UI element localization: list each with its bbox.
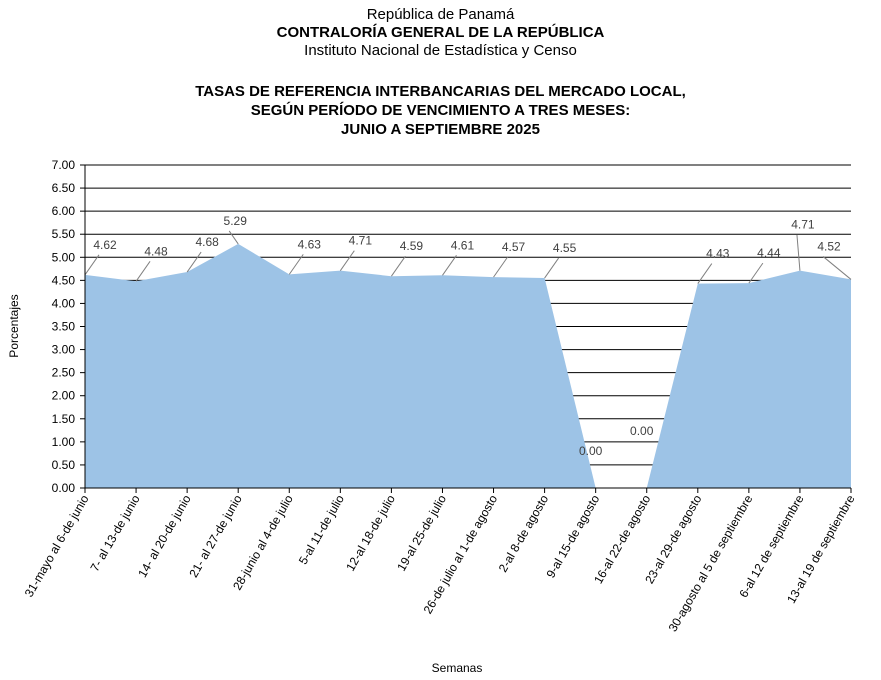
y-tick-label: 0.50 bbox=[52, 458, 76, 472]
x-tick-label: 31-mayo al 6-de junio bbox=[22, 492, 92, 599]
data-label: 4.52 bbox=[817, 239, 841, 253]
header-institute: Instituto Nacional de Estadística y Cens… bbox=[304, 42, 577, 59]
series-area bbox=[85, 243, 851, 488]
data-label: 4.71 bbox=[791, 218, 815, 232]
data-label: 4.44 bbox=[757, 246, 781, 260]
x-tick-label: 7- al 13-de junio bbox=[88, 492, 143, 574]
data-labels: 4.62 4.48 4.68 5.29 4.63 4.71 4.59 4.61 4.57 4.55… bbox=[93, 214, 841, 458]
data-label-leader bbox=[288, 254, 304, 275]
data-label-leaders bbox=[84, 230, 852, 284]
header-country: República de Panamá bbox=[366, 6, 515, 23]
y-tick-label: 3.50 bbox=[52, 320, 76, 334]
data-label-leader bbox=[339, 250, 355, 271]
chart-title-line-3: JUNIO A SEPTIEMBRE 2025 bbox=[341, 121, 540, 138]
data-label-leader bbox=[544, 257, 560, 279]
data-label: 4.57 bbox=[502, 240, 526, 254]
x-tick-label: 23-al 29-de agosto bbox=[642, 492, 704, 586]
y-tick-label: 2.50 bbox=[52, 366, 76, 380]
data-label-leader bbox=[822, 256, 852, 280]
report-header: República de Panamá CONTRALORÍA GENERAL … bbox=[0, 0, 881, 139]
data-label-leader bbox=[493, 256, 508, 278]
data-label: 4.48 bbox=[144, 244, 168, 258]
data-label: 5.29 bbox=[224, 214, 248, 228]
x-tick-label: 9-al 15-de agosto bbox=[543, 492, 602, 580]
area-fill bbox=[85, 243, 851, 488]
y-tick-label: 6.00 bbox=[52, 204, 76, 218]
y-tick-label: 4.00 bbox=[52, 296, 76, 310]
y-tick-label: 5.50 bbox=[52, 227, 76, 241]
data-label: 4.59 bbox=[400, 239, 424, 253]
data-label: 4.68 bbox=[195, 235, 219, 249]
y-tick-label: 2.00 bbox=[52, 389, 76, 403]
x-axis-title: Semanas bbox=[432, 661, 483, 675]
data-label-leader bbox=[390, 255, 406, 277]
y-tick-label: 6.50 bbox=[52, 181, 76, 195]
data-label: 4.62 bbox=[93, 238, 117, 252]
data-label-leader bbox=[84, 254, 100, 276]
data-label: 4.71 bbox=[349, 234, 373, 248]
x-tick-label: 14- al 20-de junio bbox=[135, 492, 194, 580]
y-axis-ticks: 0.00 0.50 1.00 1.50 2.00 2.50 3.00 3.50 4.00 4.50… bbox=[52, 158, 85, 495]
y-tick-label: 3.00 bbox=[52, 343, 76, 357]
chart-title-line-1: TASAS DE REFERENCIA INTERBANCARIAS DEL M… bbox=[195, 83, 686, 100]
data-label: 0.00 bbox=[579, 444, 603, 458]
data-label-leader bbox=[442, 254, 457, 276]
y-tick-label: 7.00 bbox=[52, 158, 76, 172]
header-institution: CONTRALORÍA GENERAL DE LA REPÚBLICA bbox=[276, 24, 605, 41]
data-label-leader bbox=[228, 230, 239, 245]
x-tick-label: 19-al 25-de julio bbox=[394, 492, 449, 573]
data-label-leader bbox=[796, 234, 801, 271]
data-label-leader bbox=[135, 260, 151, 282]
data-label-leader bbox=[748, 262, 764, 284]
data-label-leader bbox=[186, 251, 202, 273]
x-tick-label: 16-al 22-de agosto bbox=[591, 492, 653, 586]
data-label-leader bbox=[697, 263, 713, 284]
data-label: 4.43 bbox=[706, 247, 730, 261]
data-label: 4.55 bbox=[553, 241, 577, 255]
x-tick-label: 12-al 18-de julio bbox=[343, 492, 398, 573]
y-tick-label: 1.50 bbox=[52, 412, 76, 426]
y-tick-label: 5.00 bbox=[52, 250, 76, 264]
y-tick-label: 1.00 bbox=[52, 435, 76, 449]
y-axis-title: Porcentajes bbox=[7, 294, 21, 357]
x-tick-label: 21- al 27-de junio bbox=[186, 492, 245, 580]
data-label: 4.63 bbox=[298, 237, 322, 251]
data-label: 0.00 bbox=[630, 424, 654, 438]
data-label: 4.61 bbox=[451, 238, 475, 252]
y-tick-label: 0.00 bbox=[52, 481, 76, 495]
x-tick-label: 5-al 11-de julio bbox=[296, 492, 347, 567]
y-tick-label: 4.50 bbox=[52, 273, 76, 287]
chart-title-line-2: SEGÚN PERÍODO DE VENCIMIENTO A TRES MESE… bbox=[250, 102, 631, 119]
x-tick-label: 2-al 8-de agosto bbox=[496, 492, 552, 574]
